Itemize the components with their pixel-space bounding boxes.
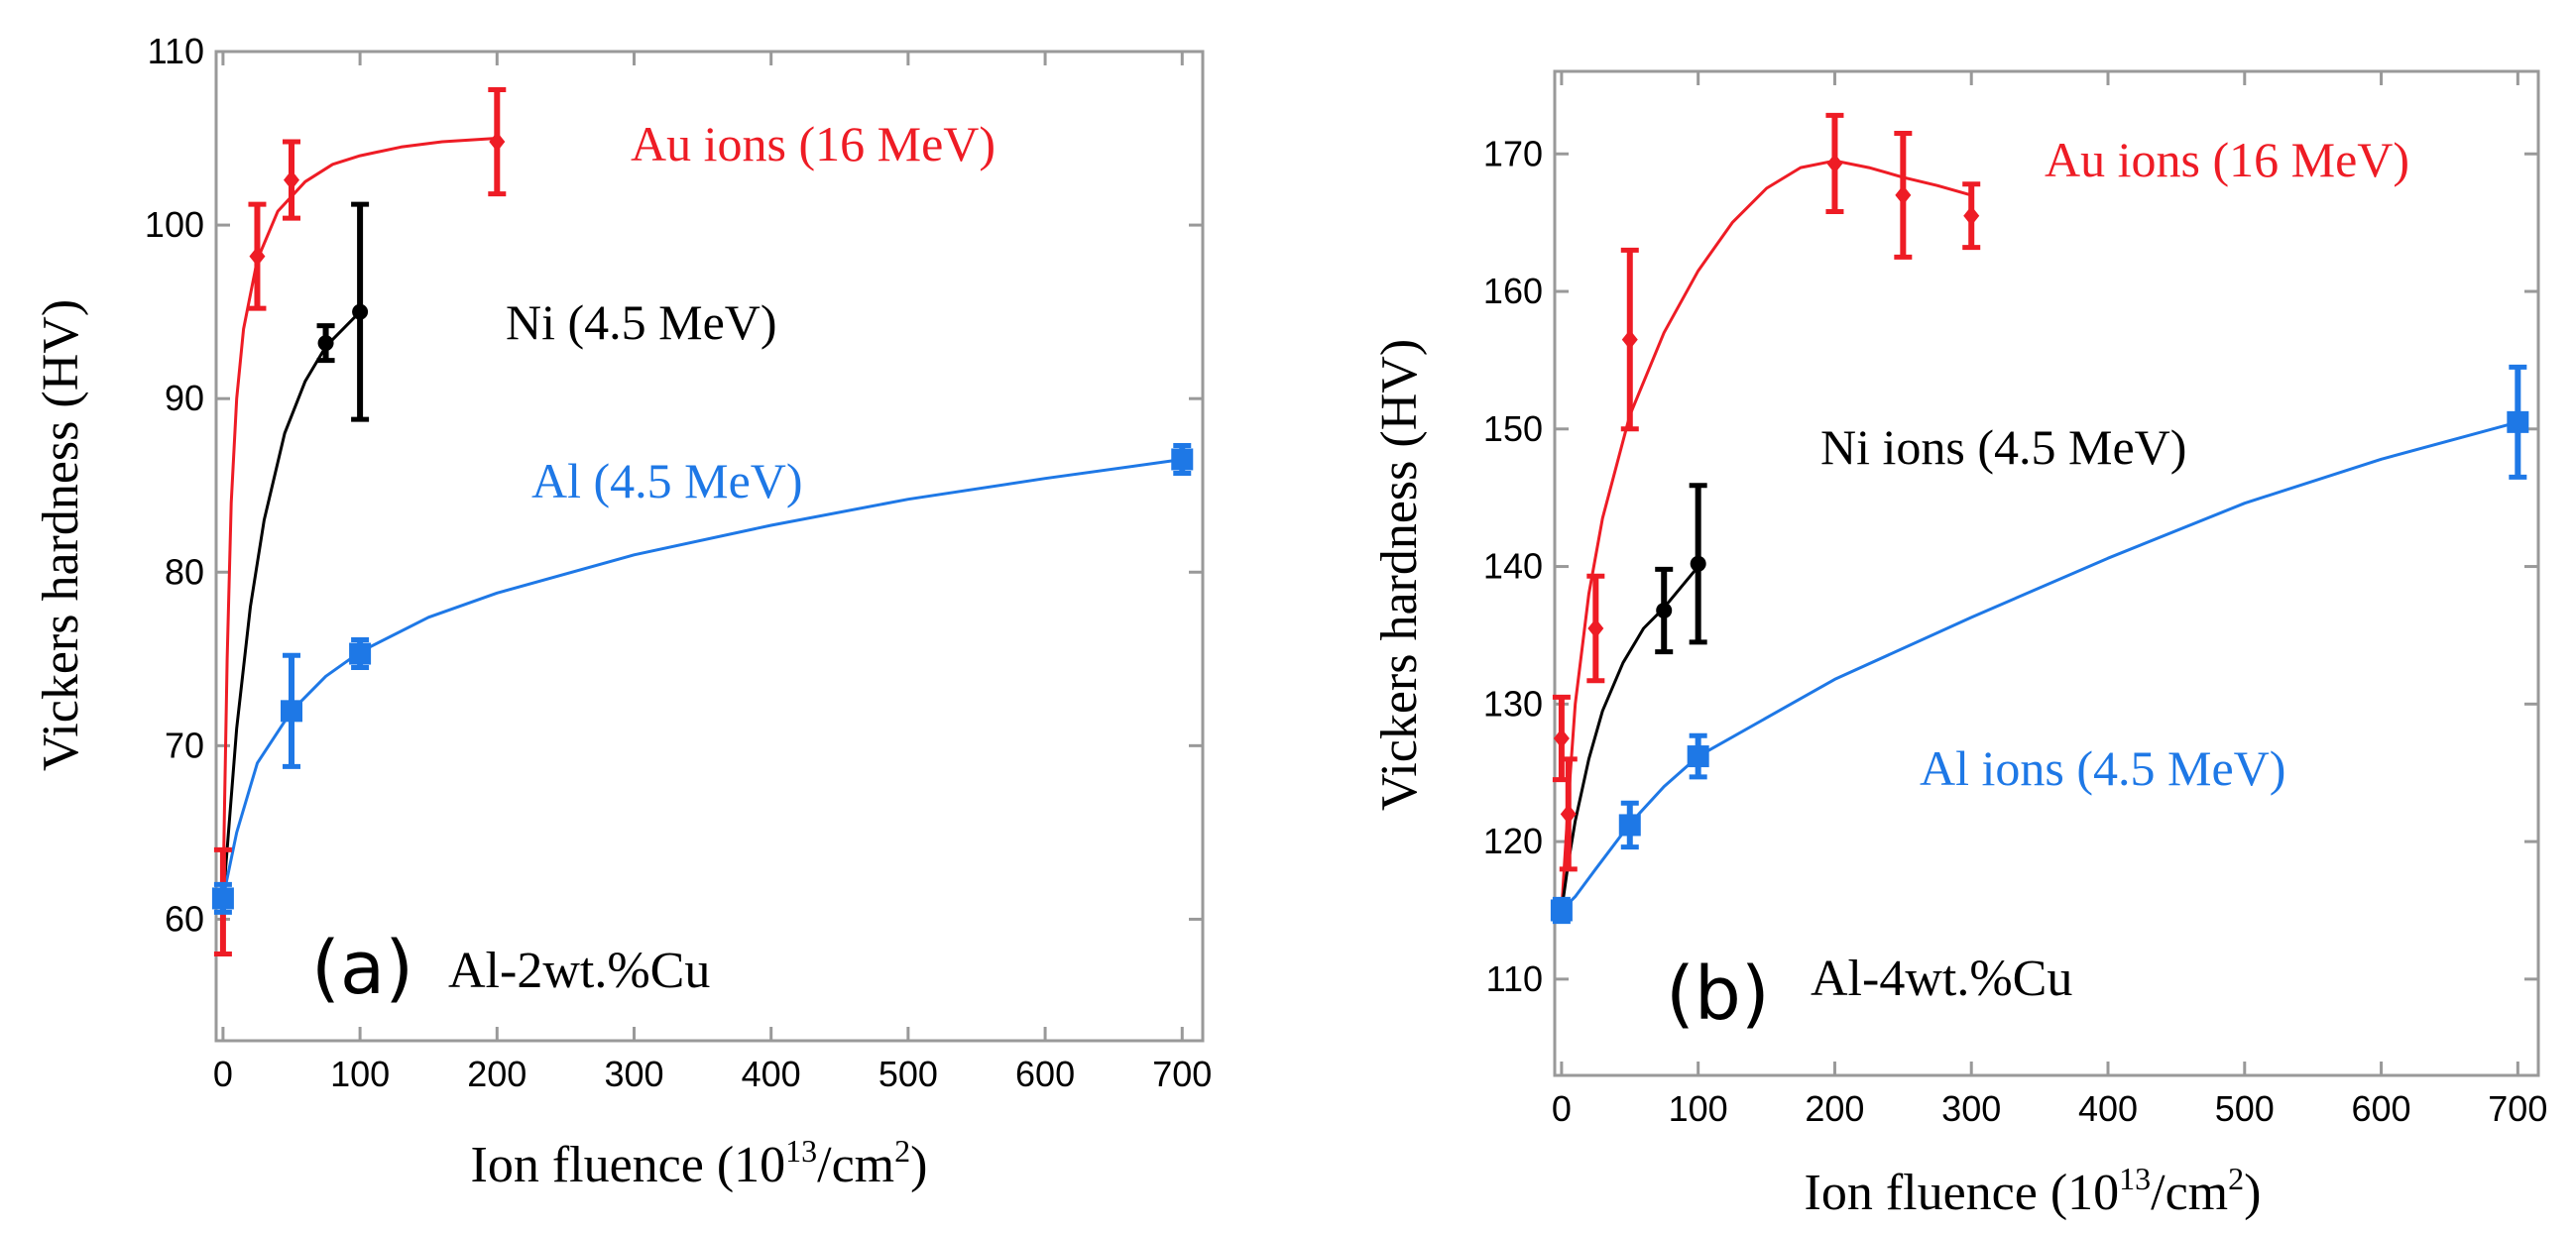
x-tick-label: 100: [1669, 1088, 1728, 1129]
data-point-diamond: [489, 132, 506, 153]
data-point-circle: [1656, 602, 1673, 618]
data-point-circle: [352, 303, 369, 320]
y-tick-label: 70: [165, 725, 204, 765]
x-tick-label: 200: [467, 1054, 527, 1094]
y-ticks-b: 110 120 130 140 150 160 170: [1483, 133, 2538, 999]
x-tick-label: 300: [604, 1054, 663, 1094]
data-point-diamond: [1826, 153, 1843, 173]
x-tick-label: 600: [1015, 1054, 1075, 1094]
fit-curve-series-1: [221, 310, 362, 903]
alloy-label-b: Al-4wt.%Cu: [1811, 951, 2072, 1007]
fit-curve-series-0: [1560, 159, 1972, 911]
x-tick-label: 400: [742, 1054, 801, 1094]
series-label-au-a: Au ions (16 MeV): [631, 116, 995, 171]
fit-curve-series-1: [1560, 565, 1699, 911]
x-tick-label: 300: [1941, 1088, 2001, 1129]
x-axis-label-b: Ion fluence (1013/cm2): [1805, 1161, 2262, 1221]
x-ticks-b: 0 100 200 300 400 500 600 700: [1552, 71, 2547, 1129]
data-point-square: [211, 887, 234, 910]
fit-curve-series-2: [221, 458, 1183, 899]
x-tick-label: 700: [2488, 1088, 2547, 1129]
data-point-circle: [317, 335, 334, 352]
data-point-square: [1171, 448, 1194, 471]
x-tick-label: 100: [330, 1054, 390, 1094]
data-point-diamond: [1587, 618, 1604, 639]
data-point-square: [1618, 814, 1641, 837]
data-point-diamond: [1895, 184, 1912, 205]
data-point-diamond: [249, 246, 266, 267]
x-ticks-a: 0 100 200 300 400 500 600 700: [213, 52, 1212, 1094]
points-b: [1550, 112, 2529, 925]
y-tick-label: 110: [1486, 958, 1543, 999]
y-axis-label-b: Vickers hardness (HV): [1371, 339, 1428, 811]
y-axis-label-a: Vickers hardness (HV): [33, 299, 89, 771]
data-point-diamond: [1560, 804, 1577, 825]
data-point-square: [2507, 410, 2529, 433]
data-point-square: [1550, 899, 1573, 922]
panel-a: 60 70 80 90 100 110 0 100 200 300 400 500 600 700 Io…: [33, 31, 1212, 1193]
y-tick-label: 60: [165, 898, 204, 939]
y-tick-label: 150: [1483, 408, 1543, 449]
data-point-diamond: [1621, 329, 1638, 350]
panel-tag-a: (a): [311, 926, 413, 1011]
y-tick-label: 90: [165, 378, 204, 418]
y-tick-label: 110: [148, 31, 204, 71]
series-label-al-a: Al (4.5 MeV): [531, 453, 803, 508]
series-label-ni-b: Ni ions (4.5 MeV): [1820, 419, 2186, 475]
alloy-label-a: Al-2wt.%Cu: [448, 943, 710, 999]
y-tick-label: 140: [1483, 546, 1543, 587]
y-tick-label: 170: [1483, 133, 1543, 173]
series-label-au-b: Au ions (16 MeV): [2045, 132, 2409, 187]
data-point-circle: [1690, 555, 1706, 572]
plot-frame-a: [214, 50, 1205, 1043]
data-point-square: [1687, 745, 1709, 768]
curves-b: [1560, 159, 2518, 912]
data-point-diamond: [284, 169, 300, 190]
data-point-diamond: [1553, 729, 1570, 749]
curves-a: [221, 137, 1183, 903]
x-tick-label: 500: [2215, 1088, 2275, 1129]
plot-frame-b: [1553, 69, 2540, 1077]
data-point-diamond: [1963, 205, 1980, 226]
x-tick-label: 0: [1552, 1088, 1572, 1129]
series-label-ni-a: Ni (4.5 MeV): [506, 294, 777, 350]
fit-curve-series-2: [1560, 420, 2518, 912]
x-tick-label: 600: [2352, 1088, 2411, 1129]
panel-tag-b: (b): [1666, 952, 1770, 1037]
x-tick-label: 700: [1152, 1054, 1212, 1094]
data-point-square: [349, 642, 372, 665]
x-tick-label: 0: [213, 1054, 233, 1094]
y-tick-label: 160: [1483, 271, 1543, 311]
fit-curve-series-0: [221, 137, 498, 902]
x-tick-label: 400: [2078, 1088, 2138, 1129]
panel-b: 110 120 130 140 150 160 170 0 100 200 300 400 500 60…: [1371, 69, 2547, 1221]
data-point-square: [281, 700, 303, 723]
x-axis-label-a: Ion fluence (1013/cm2): [471, 1133, 928, 1193]
y-ticks-a: 60 70 80 90 100 110: [145, 31, 1203, 939]
y-tick-label: 100: [145, 204, 204, 245]
series-label-al-b: Al ions (4.5 MeV): [1920, 740, 2285, 796]
y-tick-label: 130: [1483, 683, 1543, 724]
y-tick-label: 80: [165, 551, 204, 592]
x-tick-label: 200: [1805, 1088, 1864, 1129]
x-tick-label: 500: [878, 1054, 938, 1094]
points-a: [211, 87, 1194, 956]
y-tick-label: 120: [1483, 821, 1543, 861]
